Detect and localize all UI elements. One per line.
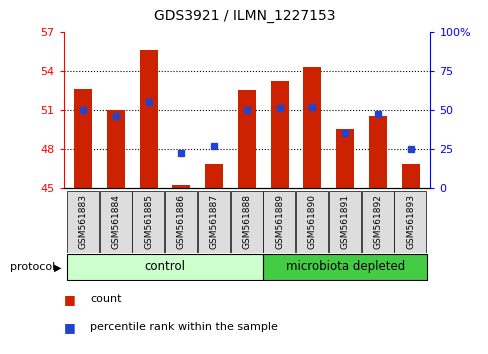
Text: GSM561888: GSM561888 bbox=[242, 194, 251, 249]
Text: GSM561884: GSM561884 bbox=[111, 194, 120, 249]
Text: protocol: protocol bbox=[10, 262, 55, 272]
Text: GSM561889: GSM561889 bbox=[275, 194, 284, 249]
Text: percentile rank within the sample: percentile rank within the sample bbox=[90, 322, 278, 332]
Text: microbiota depleted: microbiota depleted bbox=[285, 260, 404, 273]
Text: GSM561891: GSM561891 bbox=[340, 194, 349, 249]
FancyBboxPatch shape bbox=[165, 191, 197, 253]
FancyBboxPatch shape bbox=[393, 191, 426, 253]
Text: ■: ■ bbox=[63, 321, 75, 334]
Bar bbox=[238, 90, 255, 188]
FancyBboxPatch shape bbox=[230, 191, 262, 253]
Bar bbox=[205, 164, 223, 188]
Text: ▶: ▶ bbox=[54, 262, 61, 272]
FancyBboxPatch shape bbox=[328, 191, 360, 253]
Bar bbox=[270, 81, 288, 188]
Text: GSM561886: GSM561886 bbox=[177, 194, 185, 249]
Text: GSM561890: GSM561890 bbox=[307, 194, 316, 249]
Text: count: count bbox=[90, 294, 122, 304]
Text: ■: ■ bbox=[63, 293, 75, 306]
FancyBboxPatch shape bbox=[295, 191, 327, 253]
Bar bbox=[107, 110, 125, 188]
FancyBboxPatch shape bbox=[263, 191, 295, 253]
FancyBboxPatch shape bbox=[198, 191, 229, 253]
Text: control: control bbox=[144, 260, 185, 273]
FancyBboxPatch shape bbox=[263, 254, 426, 280]
FancyBboxPatch shape bbox=[67, 191, 99, 253]
Text: GSM561883: GSM561883 bbox=[79, 194, 87, 249]
FancyBboxPatch shape bbox=[100, 191, 131, 253]
Text: GSM561887: GSM561887 bbox=[209, 194, 218, 249]
Bar bbox=[303, 67, 321, 188]
FancyBboxPatch shape bbox=[132, 191, 164, 253]
Bar bbox=[74, 89, 92, 188]
FancyBboxPatch shape bbox=[67, 254, 263, 280]
Text: GSM561885: GSM561885 bbox=[144, 194, 153, 249]
Bar bbox=[368, 116, 386, 188]
Text: GSM561893: GSM561893 bbox=[406, 194, 414, 249]
Bar bbox=[335, 129, 353, 188]
Text: GSM561892: GSM561892 bbox=[373, 194, 382, 249]
Text: GDS3921 / ILMN_1227153: GDS3921 / ILMN_1227153 bbox=[153, 9, 335, 23]
Bar bbox=[172, 185, 190, 188]
Bar bbox=[401, 164, 419, 188]
Bar bbox=[140, 50, 158, 188]
FancyBboxPatch shape bbox=[361, 191, 393, 253]
